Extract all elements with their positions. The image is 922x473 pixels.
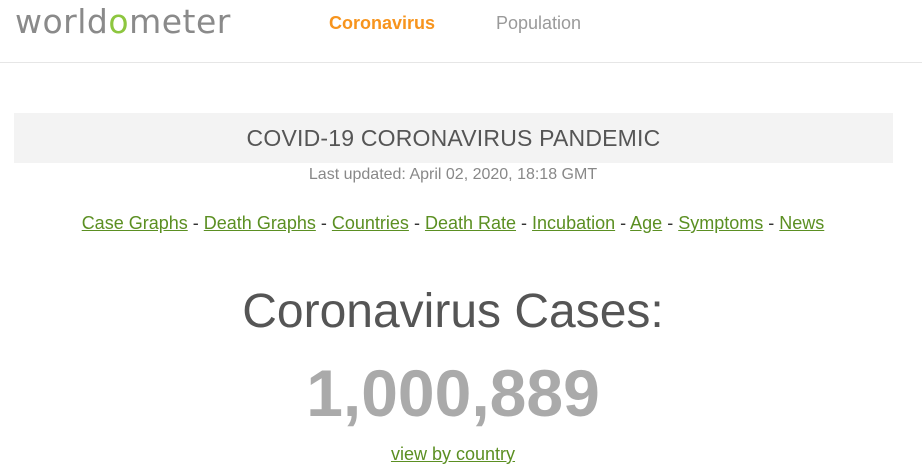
incubation-link[interactable]: Incubation xyxy=(532,213,616,233)
nav-coronavirus-link[interactable]: Coronavirus xyxy=(329,13,436,33)
link-separator: - xyxy=(413,213,420,233)
logo-suffix: meter xyxy=(129,2,231,41)
death-rate-link[interactable]: Death Rate xyxy=(424,213,517,233)
countries-link[interactable]: Countries xyxy=(331,213,409,233)
view-by-country: view by country xyxy=(0,443,906,465)
link-separator: - xyxy=(667,213,674,233)
pandemic-banner: COVID-19 CORONAVIRUS PANDEMIC xyxy=(14,113,893,163)
link-separator: - xyxy=(620,213,627,233)
age-link[interactable]: Age xyxy=(630,213,663,233)
symptoms-link[interactable]: Symptoms xyxy=(678,213,764,233)
case-graphs-link[interactable]: Case Graphs xyxy=(81,213,188,233)
top-navbar: worldometer Coronavirus Population xyxy=(0,0,922,63)
link-separator: - xyxy=(521,213,528,233)
view-by-country-link[interactable]: view by country xyxy=(390,444,516,464)
nav-population-link[interactable]: Population xyxy=(496,13,582,33)
link-separator: - xyxy=(320,213,327,233)
logo-prefix: world xyxy=(15,2,109,41)
banner-title: COVID-19 CORONAVIRUS PANDEMIC xyxy=(246,125,661,151)
logo-accent: o xyxy=(108,2,130,41)
link-separator: - xyxy=(768,213,775,233)
worldometer-logo[interactable]: worldometer xyxy=(15,2,231,42)
cases-count: 1,000,889 xyxy=(306,356,600,430)
death-graphs-link[interactable]: Death Graphs xyxy=(203,213,316,233)
news-link[interactable]: News xyxy=(779,213,825,233)
section-links: Case Graphs - Death Graphs - Countries -… xyxy=(0,212,906,234)
link-separator: - xyxy=(192,213,199,233)
last-updated-text: Last updated: April 02, 2020, 18:18 GMT xyxy=(308,166,598,183)
cases-heading: Coronavirus Cases: xyxy=(242,285,664,338)
